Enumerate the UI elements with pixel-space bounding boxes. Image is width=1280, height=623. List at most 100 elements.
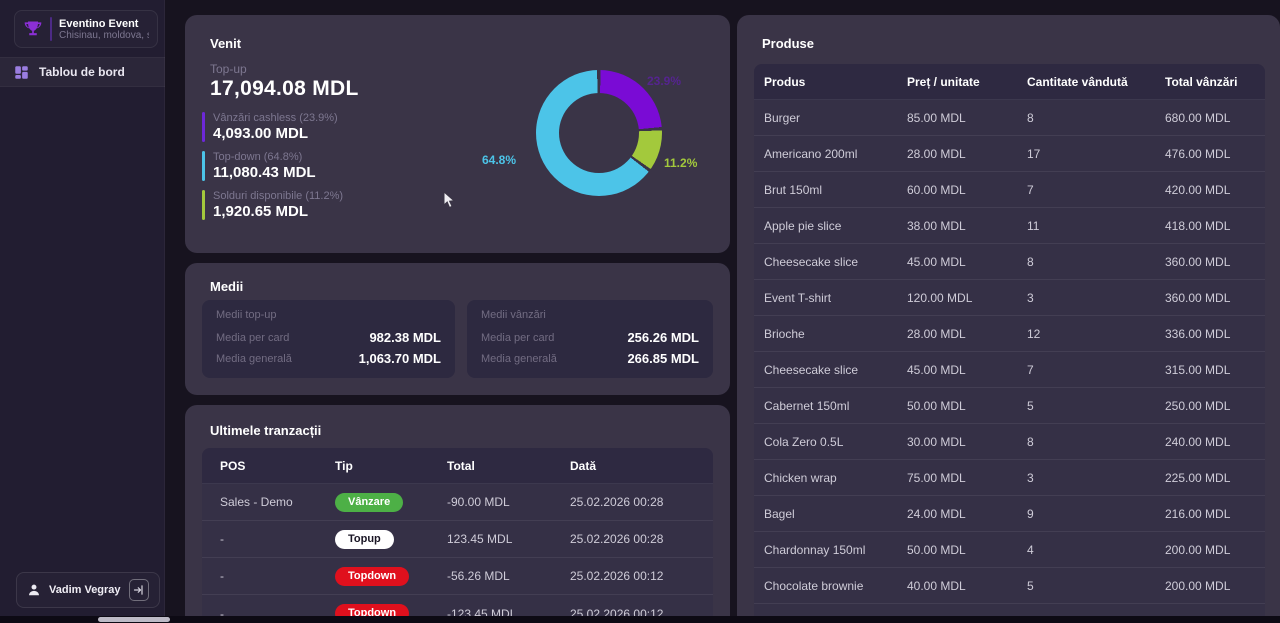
legend-item: Top-down (64.8%) 11,080.43 MDL — [202, 151, 343, 181]
table-row[interactable]: Brioche 28.00 MDL 12 336.00 MDL — [754, 316, 1265, 352]
pos-cell: - — [220, 606, 224, 621]
date-cell: 25.02.2026 00:12 — [570, 569, 664, 583]
table-row[interactable]: Chicken wrap 75.00 MDL 3 225.00 MDL — [754, 460, 1265, 496]
price-cell: 120.00 MDL — [907, 290, 973, 305]
tip-cell: Topup — [335, 529, 447, 549]
price-cell: 28.00 MDL — [907, 146, 966, 161]
legend-color-bar — [202, 190, 205, 220]
price-cell: 45.00 MDL — [907, 254, 966, 269]
revenue-card-title: Venit — [210, 36, 242, 51]
total-cell: 123.45 MDL — [447, 532, 513, 546]
pos-cell: - — [220, 532, 224, 546]
legend-label: Solduri disponibile (11.2%) — [213, 190, 344, 202]
product-cell: Brioche — [764, 326, 805, 341]
product-cell: Cheesecake slice — [764, 254, 859, 269]
revenue-card: Venit Top-up 17,094.08 MDL Vânzări cashl… — [185, 15, 730, 253]
legend-label: Vânzări cashless (23.9%) — [213, 112, 338, 124]
product-cell: Cabernet 150ml — [764, 398, 850, 413]
legend-color-bar — [202, 151, 205, 181]
sidebar-item-dashboard[interactable]: Tablou de bord — [0, 57, 165, 87]
total-sales-cell: 680.00 MDL — [1165, 110, 1231, 125]
quantity-cell: 12 — [1027, 326, 1041, 341]
user-menu[interactable]: Vadim Vegray — [16, 572, 160, 608]
table-row[interactable]: Sales - Demo Vânzare -90.00 MDL 25.02.2026 … — [202, 484, 713, 521]
averages-panel: Medii top-up Media per card 982.38 MDL Medi… — [202, 300, 455, 378]
averages-row: Media generală 266.85 MDL — [481, 348, 699, 369]
horizontal-scrollbar[interactable] — [0, 616, 1280, 623]
product-cell: Chardonnay 150ml — [764, 542, 866, 557]
total-sales-cell: 240.00 MDL — [1165, 434, 1231, 449]
table-row[interactable]: Burger 85.00 MDL 8 680.00 MDL — [754, 100, 1265, 136]
legend-label: Top-down (64.8%) — [213, 151, 303, 163]
user-icon — [27, 583, 41, 597]
quantity-cell: 11 — [1027, 218, 1040, 233]
product-cell: Event T-shirt — [764, 290, 832, 305]
table-header-row: POS Tip Total Dată — [202, 448, 713, 484]
transaction-type-badge: Topup — [335, 529, 394, 549]
column-header: Produs — [764, 74, 806, 89]
horizontal-scrollbar-thumb[interactable] — [98, 617, 170, 622]
donut-label-solduri: 11.2% — [664, 156, 698, 170]
table-row[interactable]: Americano 200ml 28.00 MDL 17 476.00 MDL — [754, 136, 1265, 172]
column-header: POS — [220, 458, 246, 473]
table-row[interactable]: Bagel 24.00 MDL 9 216.00 MDL — [754, 496, 1265, 532]
quantity-cell: 7 — [1027, 362, 1034, 377]
table-row[interactable]: Event T-shirt 120.00 MDL 3 360.00 MDL — [754, 280, 1265, 316]
legend-value: 4,093.00 MDL — [213, 125, 309, 142]
sidebar: Eventino Event Chisinau, moldova, s... T… — [0, 0, 165, 623]
date-cell: 25.02.2026 00:28 — [570, 532, 664, 546]
logout-button[interactable] — [128, 579, 149, 601]
price-cell: 30.00 MDL — [907, 434, 966, 449]
org-selector[interactable]: Eventino Event Chisinau, moldova, s... — [14, 10, 158, 48]
topup-value: 17,094.08 MDL — [210, 77, 359, 100]
product-cell: Cheesecake slice — [764, 362, 859, 377]
products-card-title: Produse — [762, 36, 815, 51]
averages-card-title: Medii — [210, 279, 244, 294]
table-row[interactable]: - Topdown -56.26 MDL 25.02.2026 00:12 — [202, 558, 713, 595]
revenue-donut-chart[interactable] — [536, 70, 662, 196]
total-sales-cell: 216.00 MDL — [1165, 506, 1231, 521]
averages-row-label: Media generală — [216, 352, 292, 365]
product-cell: Bagel — [764, 506, 795, 521]
sidebar-item-label: Tablou de bord — [39, 65, 125, 79]
price-cell: 60.00 MDL — [907, 182, 966, 197]
pos-cell: - — [220, 569, 224, 583]
table-row[interactable]: Chocolate brownie 40.00 MDL 5 200.00 MDL — [754, 568, 1265, 604]
table-row[interactable]: Chardonnay 150ml 50.00 MDL 4 200.00 MDL — [754, 532, 1265, 568]
averages-row: Media per card 256.26 MDL — [481, 327, 699, 348]
table-row[interactable]: - Topup 123.45 MDL 25.02.2026 00:28 — [202, 521, 713, 558]
table-row[interactable]: Cheesecake slice 45.00 MDL 7 315.00 MDL — [754, 352, 1265, 388]
legend-item: Vânzări cashless (23.9%) 4,093.00 MDL — [202, 112, 343, 142]
transaction-type-badge: Topdown — [335, 566, 410, 586]
averages-row-label: Media generală — [481, 352, 557, 365]
averages-row: Media generală 1,063.70 MDL — [216, 348, 441, 369]
averages-row-value: 266.85 MDL — [627, 351, 699, 366]
quantity-cell: 3 — [1027, 290, 1034, 305]
transaction-type-badge: Vânzare — [335, 492, 404, 512]
table-row[interactable]: Cheesecake slice 45.00 MDL 8 360.00 MDL — [754, 244, 1265, 280]
averages-row-value: 982.38 MDL — [369, 330, 441, 345]
table-row[interactable]: Cola Zero 0.5L 30.00 MDL 8 240.00 MDL — [754, 424, 1265, 460]
table-row[interactable]: Brut 150ml 60.00 MDL 7 420.00 MDL — [754, 172, 1265, 208]
total-sales-cell: 200.00 MDL — [1165, 542, 1231, 557]
transactions-card-title: Ultimele tranzacții — [210, 423, 322, 438]
tip-cell: Vânzare — [335, 492, 447, 512]
transactions-table: POS Tip Total Dată Sales - Demo Vânzare -90.00… — [202, 448, 713, 623]
column-header: Tip — [335, 458, 353, 473]
product-cell: Brut 150ml — [764, 182, 823, 197]
column-header: Preț / unitate — [907, 74, 980, 89]
total-sales-cell: 420.00 MDL — [1165, 182, 1231, 197]
column-header: Total — [447, 458, 475, 473]
total-sales-cell: 336.00 MDL — [1165, 326, 1231, 341]
pos-cell: Sales - Demo — [220, 495, 293, 509]
total-cell: -90.00 MDL — [447, 495, 510, 509]
total-cell: -56.26 MDL — [447, 569, 510, 583]
quantity-cell: 8 — [1027, 110, 1034, 125]
total-sales-cell: 225.00 MDL — [1165, 470, 1231, 485]
table-row[interactable]: Cabernet 150ml 50.00 MDL 5 250.00 MDL — [754, 388, 1265, 424]
products-card: Produse Produs Preț / unitate Cantitate vâ… — [737, 15, 1280, 623]
price-cell: 40.00 MDL — [907, 578, 966, 593]
donut-label-cashless: 23.9% — [647, 74, 682, 88]
price-cell: 28.00 MDL — [907, 326, 966, 341]
table-row[interactable]: Apple pie slice 38.00 MDL 11 418.00 MDL — [754, 208, 1265, 244]
